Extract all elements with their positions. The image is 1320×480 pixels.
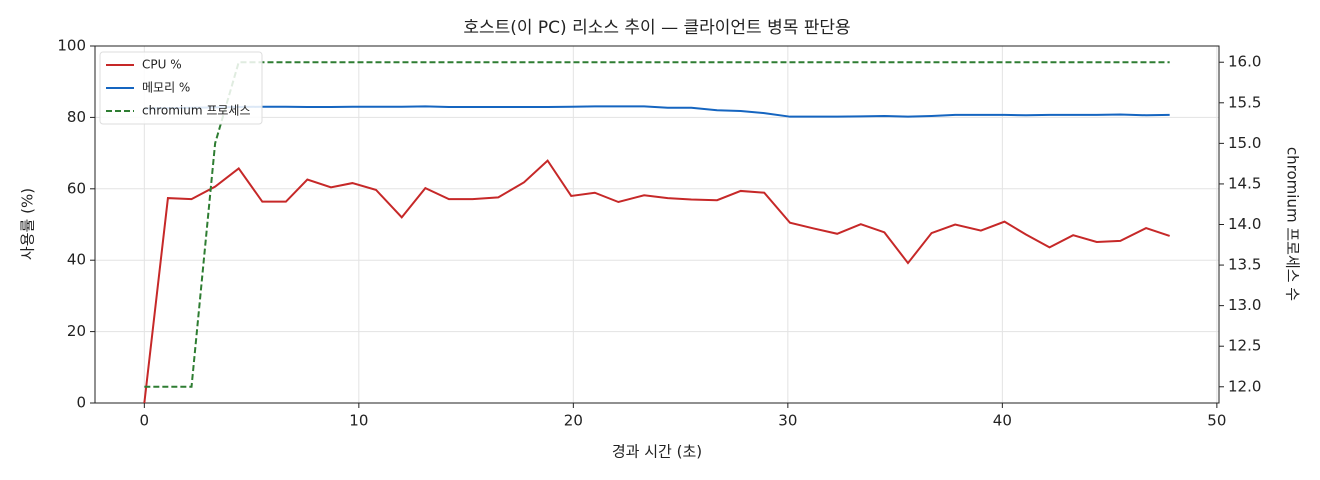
legend-label: CPU % — [142, 58, 182, 72]
legend-box — [99, 51, 263, 125]
chart-title: 호스트(이 PC) 리소스 추이 — 클라이언트 병목 판단용 — [463, 18, 850, 38]
y2-tick-label: 15.0 — [1228, 134, 1261, 152]
x-tick-label: 0 — [140, 412, 150, 430]
y2-axis-label: chromium 프로세스 수 — [1284, 147, 1302, 301]
x-tick-label: 30 — [778, 412, 797, 430]
y2-tick-label: 16.0 — [1228, 53, 1261, 71]
y2-tick-label: 13.5 — [1228, 256, 1261, 274]
y-axis-label: 사용률 (%) — [19, 188, 37, 260]
x-tick-label: 40 — [993, 412, 1012, 430]
y-tick-label: 80 — [67, 108, 86, 126]
y2-tick-label: 12.5 — [1228, 337, 1261, 355]
y-tick-label: 40 — [67, 251, 86, 269]
y-tick-label: 20 — [67, 322, 86, 340]
y-tick-label: 60 — [67, 179, 86, 197]
y-tick-label: 0 — [76, 394, 86, 412]
y2-tick-label: 14.0 — [1228, 215, 1261, 233]
y2-tick-label: 13.0 — [1228, 296, 1261, 314]
y2-tick-label: 12.0 — [1228, 377, 1261, 395]
series-line — [144, 61, 1170, 388]
x-tick-label: 10 — [349, 412, 368, 430]
series-line — [144, 105, 1170, 118]
x-tick-label: 20 — [564, 412, 583, 430]
plot-frame — [94, 45, 1220, 404]
x-axis-label: 경과 시간 (초) — [612, 443, 702, 461]
series-line — [143, 159, 1170, 404]
legend-label: 메모리 % — [142, 81, 190, 95]
legend-label: chromium 프로세스 — [142, 104, 251, 118]
x-tick-label: 50 — [1207, 412, 1226, 430]
y2-tick-label: 15.5 — [1228, 93, 1261, 111]
y-tick-label: 100 — [57, 37, 86, 55]
y2-tick-label: 14.5 — [1228, 174, 1261, 192]
